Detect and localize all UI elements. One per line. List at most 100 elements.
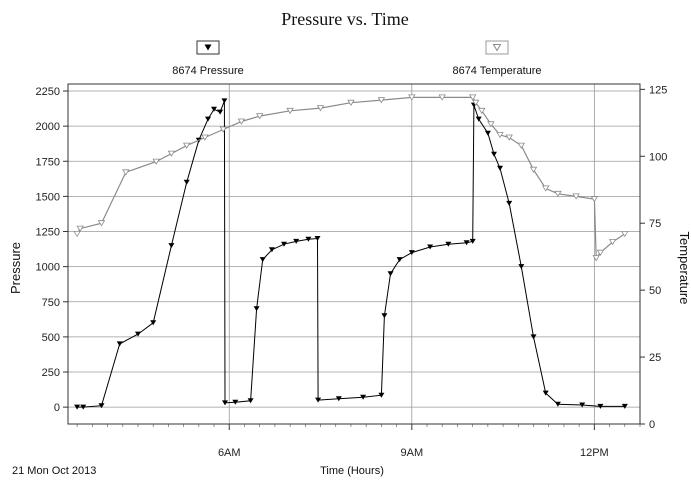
data-point <box>183 179 190 185</box>
data-point <box>468 94 477 101</box>
data-point <box>541 185 550 192</box>
data-point <box>316 105 325 112</box>
series-temperature <box>73 94 629 262</box>
y-left-tick-label: 250 <box>42 367 60 379</box>
data-point <box>286 107 294 115</box>
data-point <box>621 231 629 238</box>
data-point <box>74 404 81 410</box>
data-point <box>253 306 260 312</box>
x-tick-label: 9AM <box>400 447 423 459</box>
data-point <box>387 271 394 277</box>
data-point <box>621 403 628 409</box>
data-point <box>497 165 503 171</box>
y-right-tick-label: 50 <box>649 285 661 297</box>
y-left-tick-label: 500 <box>42 332 60 344</box>
data-point <box>217 109 224 115</box>
data-point <box>232 399 239 405</box>
data-point <box>281 241 287 247</box>
legend-temperature-marker-icon <box>492 44 502 52</box>
data-point <box>98 403 105 409</box>
data-point <box>408 250 415 256</box>
data-point <box>211 106 217 112</box>
data-point <box>182 142 191 149</box>
data-point <box>408 94 416 101</box>
data-point <box>237 118 246 125</box>
y-right-tick-label: 125 <box>649 84 667 96</box>
y-left-tick-label: 1500 <box>36 191 60 203</box>
x-tick-label: 6AM <box>218 447 241 459</box>
data-point <box>478 107 486 115</box>
data-point <box>554 401 561 407</box>
data-point <box>438 94 446 101</box>
data-point <box>475 116 482 122</box>
y-right-tick-label: 100 <box>649 151 667 163</box>
data-point <box>377 97 386 104</box>
chart-title: Pressure vs. Time <box>281 9 409 29</box>
data-point <box>471 99 480 106</box>
data-point <box>579 402 586 408</box>
legend-pressure-label: 8674 Pressure <box>172 65 244 77</box>
data-point <box>222 400 228 406</box>
data-point <box>335 396 342 402</box>
x-tick-label: 12PM <box>580 447 609 459</box>
data-point <box>168 243 175 249</box>
legend-temperature-label: 8674 Temperature <box>452 65 541 77</box>
legend-temperature-swatch <box>485 40 509 55</box>
data-point <box>315 397 322 403</box>
data-point <box>505 134 513 141</box>
y-left-tick-label: 0 <box>54 402 60 414</box>
legend-pressure-marker-icon <box>204 44 212 51</box>
data-point <box>597 403 604 409</box>
data-point <box>590 196 599 203</box>
data-point <box>167 150 176 157</box>
data-point <box>530 334 537 340</box>
y-left-tick-label: 1000 <box>36 262 60 274</box>
data-point <box>608 239 617 246</box>
y-left-tick-label: 2000 <box>36 121 60 133</box>
y-right-tick-label: 0 <box>649 419 655 431</box>
data-point <box>201 134 209 141</box>
data-point <box>596 249 605 256</box>
data-point <box>150 320 157 326</box>
data-point <box>73 231 81 238</box>
data-point <box>116 341 123 347</box>
data-point <box>152 158 160 165</box>
data-point <box>205 116 211 122</box>
data-point <box>506 200 513 206</box>
date-label: 21 Mon Oct 2013 <box>12 465 96 477</box>
data-point <box>484 130 491 136</box>
series <box>73 94 629 410</box>
data-point <box>542 390 549 396</box>
data-point <box>463 240 470 246</box>
y-left-tick-label: 2250 <box>36 86 60 98</box>
data-point <box>592 255 600 262</box>
data-point <box>268 247 275 253</box>
series-pressure <box>74 98 628 410</box>
data-point <box>255 113 264 120</box>
data-point <box>496 132 504 139</box>
data-point <box>135 331 141 337</box>
data-point <box>491 151 497 157</box>
y-left-tick-label: 1750 <box>36 156 60 168</box>
data-point <box>122 169 130 176</box>
data-point <box>381 313 388 319</box>
data-point <box>517 142 526 149</box>
data-point <box>221 98 228 104</box>
data-point <box>97 220 106 227</box>
x-axis-title: Time (Hours) <box>320 465 384 477</box>
gridlines <box>68 84 640 424</box>
data-point <box>529 166 538 173</box>
data-point <box>572 193 580 200</box>
data-point <box>259 257 266 263</box>
data-point <box>305 236 312 242</box>
y-right-tick-label: 25 <box>649 352 661 364</box>
data-point <box>554 190 562 198</box>
data-point <box>293 238 300 244</box>
y-left-tick-label: 1250 <box>36 227 60 239</box>
data-point <box>396 257 403 263</box>
data-point <box>80 404 87 410</box>
series-line <box>77 100 625 408</box>
data-point <box>314 236 321 241</box>
plot-frame <box>67 83 641 425</box>
